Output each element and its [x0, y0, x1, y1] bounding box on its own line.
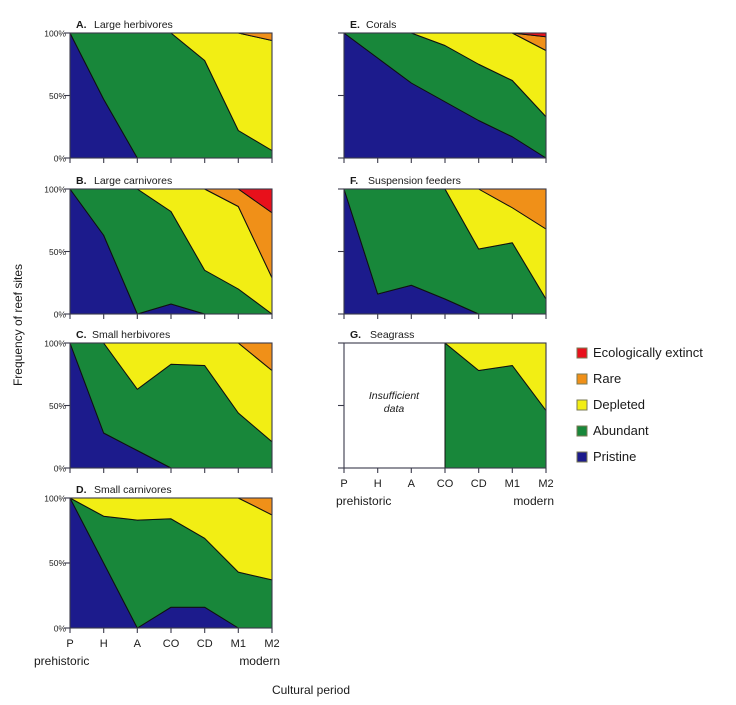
panel-b-large-carnivores: B. Large carnivores 100% 50% 0% [44, 175, 273, 320]
xlabel-cd: CD [197, 638, 213, 650]
xlabel-co: CO [163, 638, 180, 650]
panel-a-large-herbivores: A. Large herbivores 100% 50% 0% [44, 19, 273, 164]
panel-f-y-ticks [338, 188, 344, 315]
xlabel-p: P [66, 638, 73, 650]
era-label-prehistoric-left: prehistoric [34, 654, 89, 668]
panel-d-letter: D. [76, 484, 87, 496]
panel-a-letter: A. [76, 19, 87, 31]
panel-a-x-ticks [69, 158, 273, 163]
panel-d-x-ticks [69, 628, 273, 633]
panel-b-ytick-0: 0% [54, 310, 67, 320]
panel-g-note-line2: data [384, 403, 405, 415]
legend-label-rare: Rare [593, 371, 621, 386]
panel-c-ytick-0: 0% [54, 464, 67, 474]
panel-d-y-ticks: 100% 50% 0% [44, 494, 70, 634]
panel-e-corals: E. Corals [338, 19, 547, 163]
panel-b-title: Large carnivores [94, 175, 172, 187]
panel-g-x-labels: P H A CO CD M1 M2 prehistoric modern [336, 478, 554, 508]
panel-f-suspension-feeders: F. Suspension feeders [338, 175, 547, 319]
era-label-prehistoric-right: prehistoric [336, 494, 391, 508]
panel-c-ytick-50: 50% [49, 401, 66, 411]
legend-label-depleted: Depleted [593, 397, 645, 412]
panel-g-letter: G. [350, 329, 361, 341]
panel-b-plot-area [69, 188, 273, 315]
legend-item-ecologically-extinct: Ecologically extinct [576, 345, 703, 360]
panel-a-plot-area [69, 32, 273, 159]
panel-e-x-ticks [343, 158, 547, 163]
legend-swatch-pristine [576, 451, 588, 463]
panel-c-plot-area [69, 342, 273, 469]
panel-f-title: Suspension feeders [368, 175, 461, 187]
legend-swatch-ecologically-extinct [576, 347, 588, 359]
legend-swatch-rare [576, 373, 588, 385]
panel-f-x-ticks [343, 314, 547, 319]
xlabel-m2: M2 [264, 638, 279, 650]
panel-d-title: Small carnivores [94, 484, 172, 496]
panel-a-y-ticks: 100% 50% 0% [44, 29, 70, 164]
era-label-modern-right: modern [513, 494, 554, 508]
panel-d-x-labels: P H A CO CD M1 M2 prehistoric modern [34, 638, 280, 668]
panel-a-ytick-0: 0% [54, 154, 67, 164]
panel-a-ytick-50: 50% [49, 91, 66, 101]
x-axis-title: Cultural period [272, 683, 350, 697]
panel-g-plot-area: Insufficient data [343, 342, 547, 469]
xlabel-g-h: H [374, 478, 382, 490]
panel-b-ytick-100: 100% [44, 185, 66, 195]
xlabel-g-p: P [340, 478, 347, 490]
panel-g-seagrass: G. Seagrass Insufficient data P H A [336, 329, 554, 508]
legend-label-abundant: Abundant [593, 423, 649, 438]
panel-a-ytick-100: 100% [44, 29, 66, 39]
panel-g-note-line1: Insufficient [369, 390, 420, 402]
xlabel-a: A [134, 638, 142, 650]
xlabel-g-m1: M1 [505, 478, 520, 490]
panel-e-title: Corals [366, 19, 396, 31]
panel-g-y-ticks [338, 342, 344, 469]
panel-c-small-herbivores: C. Small herbivores 100% 50% 0% [44, 329, 273, 474]
legend-item-depleted: Depleted [576, 397, 645, 412]
panel-d-ytick-50: 50% [49, 558, 66, 568]
panel-g-x-ticks [343, 468, 547, 473]
panel-c-x-ticks [69, 468, 273, 473]
panel-f-letter: F. [350, 175, 358, 187]
legend-item-abundant: Abundant [576, 423, 649, 438]
panel-d-ytick-0: 0% [54, 624, 67, 634]
legend-item-rare: Rare [576, 371, 621, 386]
panel-b-y-ticks: 100% 50% 0% [44, 185, 70, 320]
panel-c-title: Small herbivores [92, 329, 170, 341]
panel-a-title: Large herbivores [94, 19, 173, 31]
xlabel-h: H [100, 638, 108, 650]
xlabel-m1: M1 [231, 638, 246, 650]
legend-label-pristine: Pristine [593, 449, 636, 464]
panel-e-y-ticks [338, 32, 344, 159]
panel-d-plot-area [69, 497, 273, 629]
panel-e-plot-area [343, 32, 547, 159]
xlabel-g-cd: CD [471, 478, 487, 490]
xlabel-g-a: A [408, 478, 416, 490]
legend-swatch-abundant [576, 425, 588, 437]
panel-c-y-ticks: 100% 50% 0% [44, 339, 70, 474]
panel-b-ytick-50: 50% [49, 247, 66, 257]
panel-c-letter: C. [76, 329, 87, 341]
panel-d-ytick-100: 100% [44, 494, 66, 504]
panel-c-ytick-100: 100% [44, 339, 66, 349]
panel-f-plot-area [343, 188, 547, 315]
xlabel-g-co: CO [437, 478, 454, 490]
panel-e-letter: E. [350, 19, 360, 31]
xlabel-g-m2: M2 [538, 478, 553, 490]
panel-g-title: Seagrass [370, 329, 414, 341]
legend-item-pristine: Pristine [576, 449, 636, 464]
y-axis-title: Frequency of reef sites [11, 264, 25, 386]
legend: Ecologically extinct Rare Depleted Abund… [576, 345, 703, 464]
panel-b-x-ticks [69, 314, 273, 319]
legend-swatch-depleted [576, 399, 588, 411]
era-label-modern-left: modern [239, 654, 280, 668]
panel-d-small-carnivores: D. Small carnivores 100% 50% 0% [34, 484, 280, 668]
panel-b-letter: B. [76, 175, 87, 187]
legend-label-ecologically-extinct: Ecologically extinct [593, 345, 703, 360]
